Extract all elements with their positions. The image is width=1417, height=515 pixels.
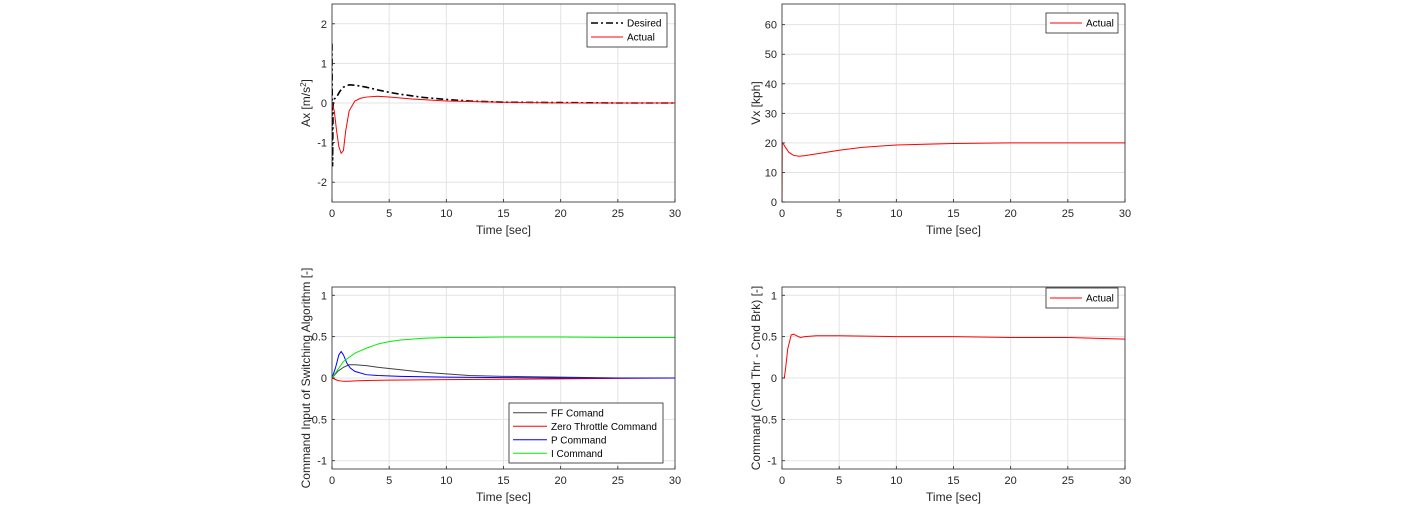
y-tick-label: 20 — [765, 138, 777, 150]
x-tick-label: 25 — [612, 475, 624, 487]
series-line-actual — [332, 95, 675, 155]
series-line-zero-throttle-command — [332, 377, 675, 382]
x-tick-label: 0 — [779, 475, 785, 487]
chart-ax: 0 5 10 15 20 25 30 -2 -1 0 1 2 Time [sec] Ax [m/s2] De… — [299, 3, 681, 237]
legend: Actual — [1045, 12, 1119, 34]
legend-entry: FF Comand — [551, 408, 604, 419]
y-tick-label: 1 — [321, 58, 327, 70]
x-tick-label: 25 — [1062, 475, 1074, 487]
series-line-i-command — [332, 336, 675, 379]
x-tick-label: 10 — [440, 208, 452, 220]
y-axis-label: Ax [m/s2] — [299, 79, 314, 127]
x-tick-label: 5 — [386, 475, 392, 487]
series-line-p-command — [332, 350, 675, 379]
y-axis-label: Command (Cmd Thr - Cmd Brk) [-] — [749, 286, 763, 470]
legend-entry: P Command — [551, 435, 606, 446]
x-tick-label: 20 — [1005, 475, 1017, 487]
chart-cmd: 0 5 10 15 20 25 30 -1 -0.5 0 0.5 1 Time [sec] Command… — [749, 286, 1131, 504]
x-tick-label: 0 — [329, 475, 335, 487]
x-axis-label: Time [sec] — [926, 490, 981, 504]
y-axis-label-superscript: 2 — [299, 82, 308, 87]
legend-entry: Actual — [627, 33, 655, 44]
x-tick-label: 0 — [779, 208, 785, 220]
y-tick-label: 2 — [321, 19, 327, 31]
y-tick-label: 1 — [771, 290, 777, 302]
x-tick-label: 5 — [836, 475, 842, 487]
y-tick-label: 0.5 — [312, 332, 327, 344]
y-tick-label: -0.5 — [758, 414, 777, 426]
y-axis-label: Vx [kph] — [749, 81, 763, 124]
series-line-actual — [782, 333, 1125, 379]
legend-entry: Actual — [1086, 294, 1114, 305]
y-tick-label: -0.5 — [308, 414, 327, 426]
x-tick-label: 25 — [612, 208, 624, 220]
x-tick-label: 10 — [440, 475, 452, 487]
y-tick-label: 40 — [765, 79, 777, 91]
legend-box — [586, 12, 668, 48]
y-tick-label: -1 — [767, 456, 777, 468]
x-tick-label: 10 — [890, 208, 902, 220]
x-tick-label: 30 — [669, 208, 681, 220]
y-tick-label: 0 — [321, 373, 327, 385]
y-tick-label: 0.5 — [762, 332, 777, 344]
series-line-ff-comand — [332, 364, 675, 379]
y-tick-label: 60 — [765, 20, 777, 32]
y-tick-label: -1 — [317, 456, 327, 468]
x-tick-label: 30 — [1119, 475, 1131, 487]
legend: Actual — [1045, 287, 1119, 309]
chart-vx: 0 5 10 15 20 25 30 0 10 20 30 40 50 60 Time [sec] Vx [k… — [749, 3, 1131, 237]
y-axis-label: Command Input of Switching Algorithm [-] — [299, 268, 313, 489]
x-tick-label: 0 — [329, 208, 335, 220]
legend: Desired Actual — [586, 12, 668, 48]
x-axis-label: Time [sec] — [926, 223, 981, 237]
y-tick-label: 0 — [771, 197, 777, 209]
y-axis-label-tail: ] — [299, 79, 313, 82]
x-tick-label: 5 — [836, 208, 842, 220]
legend: FF Comand Zero Throttle Command P Command I… — [508, 402, 664, 464]
x-tick-label: 20 — [1005, 208, 1017, 220]
y-tick-label: -1 — [317, 138, 327, 150]
legend-entry: Zero Throttle Command — [551, 422, 657, 433]
x-tick-label: 15 — [497, 208, 509, 220]
x-axis-label: Time [sec] — [476, 490, 531, 504]
x-tick-label: 20 — [555, 208, 567, 220]
y-tick-label: 0 — [321, 98, 327, 110]
legend-entry: Actual — [1086, 19, 1114, 30]
y-tick-label: 30 — [765, 108, 777, 120]
y-tick-label: 50 — [765, 49, 777, 61]
x-tick-label: 15 — [497, 475, 509, 487]
y-tick-label: -2 — [317, 177, 327, 189]
y-tick-label: 10 — [765, 167, 777, 179]
y-tick-label: 0 — [771, 373, 777, 385]
x-tick-label: 30 — [1119, 208, 1131, 220]
x-tick-label: 20 — [555, 475, 567, 487]
x-axis-label: Time [sec] — [476, 223, 531, 237]
series-line-actual — [782, 142, 1125, 202]
x-tick-label: 15 — [947, 475, 959, 487]
x-tick-label: 15 — [947, 208, 959, 220]
chart-cmd-input: 0 5 10 15 20 25 30 -1 -0.5 0 0.5 1 Time [sec] Command… — [299, 268, 681, 504]
x-tick-label: 5 — [386, 208, 392, 220]
y-tick-label: 1 — [321, 290, 327, 302]
legend-entry: Desired — [627, 19, 661, 30]
x-tick-label: 10 — [890, 475, 902, 487]
legend-entry: I Command — [551, 449, 603, 460]
x-tick-label: 30 — [669, 475, 681, 487]
x-tick-label: 25 — [1062, 208, 1074, 220]
